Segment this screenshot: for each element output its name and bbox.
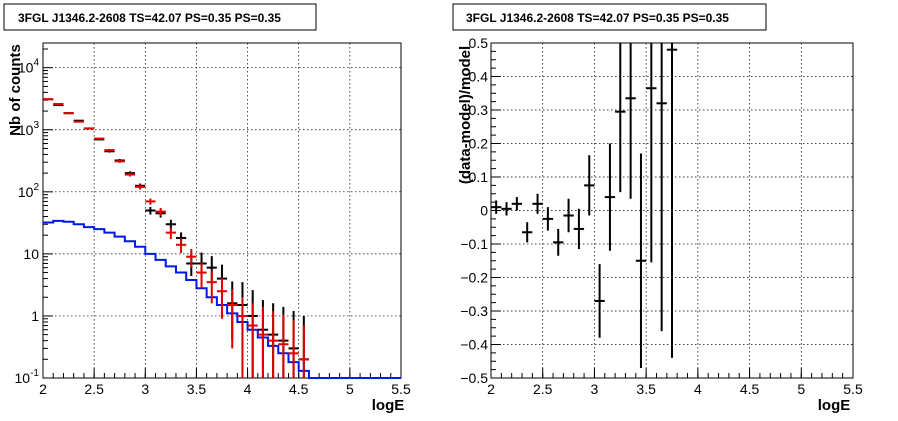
residual-point xyxy=(573,208,585,250)
model-point xyxy=(135,184,146,190)
model-point xyxy=(114,159,125,163)
x-tick-label: 5 xyxy=(797,381,805,397)
y-tick-label: 10-1 xyxy=(15,368,40,386)
model-point xyxy=(73,120,84,123)
data-points xyxy=(43,98,309,378)
residual-point xyxy=(635,153,647,368)
model-point xyxy=(288,320,299,378)
y-tick-label: 0 xyxy=(480,203,488,219)
residual-point xyxy=(563,198,574,233)
model-point xyxy=(63,112,74,115)
x-tick-label: 2 xyxy=(39,381,47,397)
x-tick-label: 4 xyxy=(244,381,252,397)
residual-points xyxy=(491,43,678,368)
model-point xyxy=(247,303,258,378)
residual-point xyxy=(522,222,533,243)
x-tick-label: 4.5 xyxy=(740,381,760,397)
residual-point xyxy=(625,43,636,199)
counts-y-axis-title: Nb of counts xyxy=(7,44,24,136)
model-point xyxy=(268,311,279,378)
model-point xyxy=(124,172,136,177)
residual-point xyxy=(532,193,543,214)
model-point xyxy=(196,262,207,289)
model-point xyxy=(227,289,238,349)
residual-point xyxy=(553,228,564,256)
y-tick-label: 103 xyxy=(18,120,40,138)
model-point xyxy=(186,248,197,268)
residuals-panel: 3FGL J1346.2-2608 TS=42.07 PS=0.35 PS=0.… xyxy=(452,3,863,414)
y-tick-label: 0.3 xyxy=(469,102,489,118)
counts-panel: 3FGL J1346.2-2608 TS=42.07 PS=0.35 PS=0.… xyxy=(3,3,411,414)
model-point xyxy=(175,238,187,254)
model-point xyxy=(257,306,269,378)
residuals-title-box xyxy=(452,3,767,31)
x-tick-label: 5 xyxy=(346,381,354,397)
counts-x-axis-title: logE xyxy=(372,397,405,414)
residual-point xyxy=(491,200,502,214)
y-tick-label: 0.2 xyxy=(469,136,489,152)
residual-point xyxy=(501,202,512,216)
x-tick-label: 4 xyxy=(694,381,702,397)
y-tick-label: 0.4 xyxy=(469,69,489,85)
counts-axis-ticks: 2 2.5 3 3.5 4 4.5 5 5.5 10-1 1 10 102 103 104 xyxy=(15,48,411,397)
residuals-x-axis-title: logE xyxy=(818,397,851,414)
y-tick-label: −0.1 xyxy=(460,236,488,252)
counts-plot-frame xyxy=(42,42,402,379)
model-point xyxy=(216,277,228,319)
counts-grid xyxy=(43,43,401,378)
x-tick-label: 3.5 xyxy=(636,381,656,397)
x-tick-label: 3 xyxy=(141,381,149,397)
x-tick-label: 3.5 xyxy=(187,381,207,397)
residual-point xyxy=(646,43,657,263)
residuals-axis-ticks: 2 2.5 3 3.5 4 4.5 5 5.5 −0.5 −0.4 −0.3 −0.2 −0.1 0 0.1… xyxy=(460,35,863,397)
residuals-y-axis-title: (data-model)/model xyxy=(457,46,474,184)
model-point xyxy=(237,297,248,378)
residual-point xyxy=(542,207,554,231)
model-point xyxy=(298,325,309,378)
residual-point xyxy=(594,264,605,338)
y-tick-label: 0.1 xyxy=(469,169,489,185)
model-point xyxy=(145,198,156,205)
model-point xyxy=(104,148,115,152)
model-point xyxy=(94,137,105,140)
x-tick-label: 4.5 xyxy=(289,381,309,397)
x-tick-label: 5.5 xyxy=(843,381,863,397)
y-tick-label: −0.4 xyxy=(460,337,488,353)
model-point xyxy=(155,207,166,216)
model-point xyxy=(53,103,64,106)
model-point xyxy=(278,314,289,378)
y-tick-label: −0.3 xyxy=(460,303,488,319)
x-tick-label: 2.5 xyxy=(533,381,553,397)
y-tick-label: 10 xyxy=(23,246,39,262)
counts-title: 3FGL J1346.2-2608 TS=42.07 PS=0.35 PS=0.… xyxy=(18,11,281,25)
x-tick-label: 2 xyxy=(487,381,495,397)
counts-title-box xyxy=(3,3,317,31)
residuals-title: 3FGL J1346.2-2608 TS=42.07 PS=0.35 PS=0.… xyxy=(466,11,729,25)
data-point xyxy=(145,206,156,215)
y-tick-label: 102 xyxy=(18,182,40,200)
total-model-points xyxy=(43,98,309,378)
y-tick-label: 1 xyxy=(31,308,39,324)
residual-point xyxy=(511,197,523,211)
residual-point xyxy=(615,43,626,193)
y-tick-label: −0.5 xyxy=(460,370,488,386)
x-tick-label: 5.5 xyxy=(391,381,411,397)
model-point xyxy=(206,270,217,304)
residual-point xyxy=(656,43,667,332)
model-point xyxy=(165,227,176,240)
y-tick-label: −0.2 xyxy=(460,270,488,286)
model-point xyxy=(83,127,95,130)
x-tick-label: 3 xyxy=(591,381,599,397)
x-tick-label: 2.5 xyxy=(84,381,104,397)
y-tick-label: 0.5 xyxy=(469,35,489,51)
residual-point xyxy=(584,155,595,216)
residual-point xyxy=(666,43,678,358)
residual-point xyxy=(604,143,616,251)
y-tick-label: 104 xyxy=(18,58,40,76)
model-point xyxy=(43,98,54,101)
